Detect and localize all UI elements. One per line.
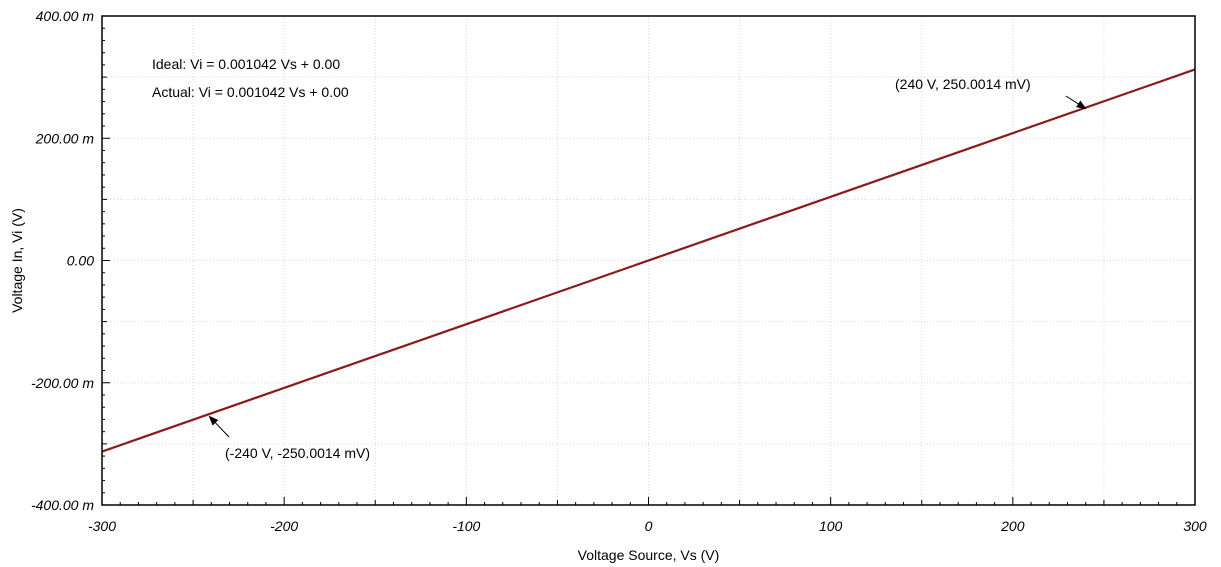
y-tick-label: -400.00 m — [31, 497, 94, 513]
x-tick-label: -200 — [270, 518, 298, 534]
annotation-upper-arrow — [1065, 95, 1087, 110]
series-line-group — [101, 68, 1196, 453]
annotation-lower: (-240 V, -250.0014 mV) — [225, 445, 370, 461]
y-tick-label: 400.00 m — [36, 8, 95, 24]
x-tick-label: 100 — [819, 518, 843, 534]
annotation-lower-arrow — [208, 415, 230, 438]
tick-labels: -300 -200 -100 0 100 200 300 -400.00 m -200.00 m… — [31, 8, 1207, 534]
grid — [102, 16, 1195, 505]
x-tick-label: 0 — [645, 518, 653, 534]
x-tick-label: 200 — [1000, 518, 1025, 534]
series-line — [101, 68, 1196, 453]
x-tick-label: -300 — [88, 518, 116, 534]
y-tick-label: -200.00 m — [31, 375, 94, 391]
axis-ticks — [101, 15, 1196, 506]
equation-ideal: Ideal: Vi = 0.001042 Vs + 0.00 — [152, 56, 340, 72]
y-axis-label: Voltage In, Vi (V) — [9, 208, 25, 313]
x-tick-label: 300 — [1183, 518, 1207, 534]
annotation-upper: (240 V, 250.0014 mV) — [895, 76, 1031, 92]
equation-actual: Actual: Vi = 0.001042 Vs + 0.00 — [152, 84, 349, 100]
y-tick-label: 200.00 m — [35, 130, 95, 146]
x-tick-label: -100 — [452, 518, 480, 534]
y-tick-label: 0.00 — [67, 253, 94, 269]
x-axis-label: Voltage Source, Vs (V) — [578, 547, 720, 563]
